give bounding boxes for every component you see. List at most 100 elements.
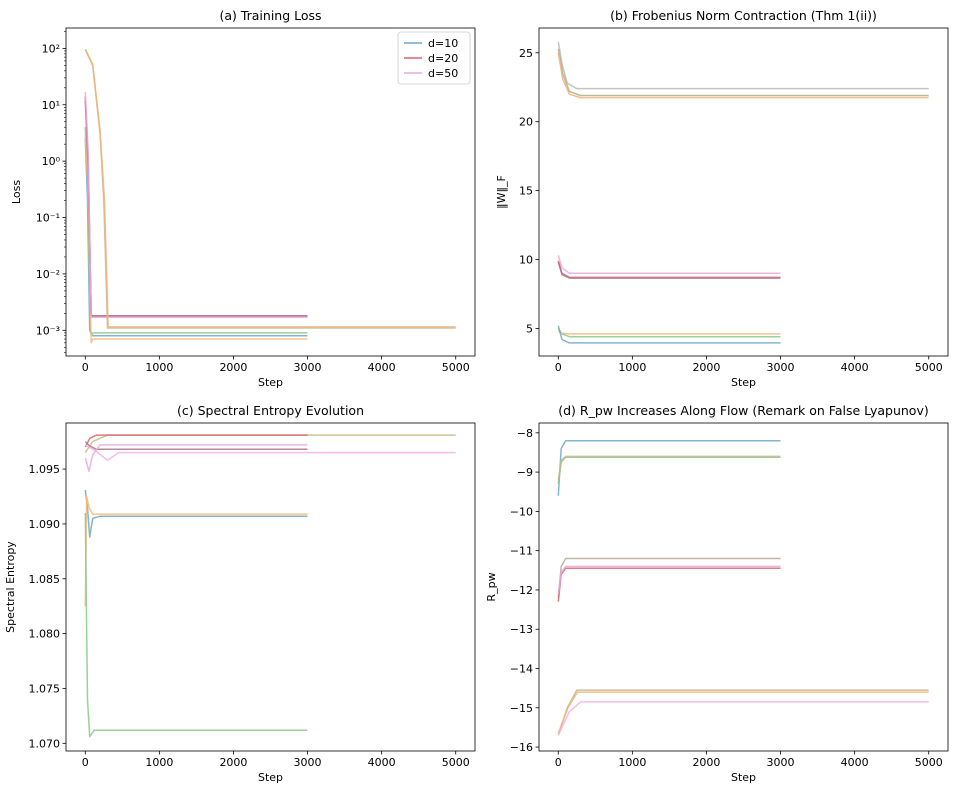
series-line-7 [557,691,929,734]
y-tick-label: −11 [510,545,533,558]
chart-title: (c) Spectral Entropy Evolution [177,403,364,418]
series-line-6 [84,444,308,473]
y-tick-label: −15 [510,702,533,715]
y-tick-label: −8 [517,427,533,440]
x-tick-label: 5000 [442,756,470,769]
series-group [557,41,929,344]
y-tick-label: 15 [519,185,533,198]
x-tick-label: 0 [82,756,89,769]
series-line-5 [557,565,781,594]
x-tick-label: 4000 [368,361,396,374]
y-tick-label: 20 [519,116,533,129]
series-group [557,439,929,736]
series-line-8 [557,701,929,736]
x-axis-label: Step [258,376,283,389]
y-tick-label: 1.085 [29,573,61,586]
y-axis-label: ‖W‖_F [495,175,508,209]
y-axis-label: Spectral Entropy [4,541,17,633]
chart-panel-c: (c) Spectral Entropy Evolution 0 1000 2000 3… [4,403,476,784]
y-tick-label: 1.095 [29,463,61,476]
x-tick-label: 4000 [841,361,869,374]
axes-frame [65,422,476,752]
series-line-3 [557,557,781,598]
chart-panel-a: (a) Training Loss 0 1000 2000 3000 4000 5000 10… [10,8,476,389]
x-tick-label: 1000 [145,756,173,769]
x-tick-label: 5000 [915,756,943,769]
y-tick-label: 25 [519,47,533,60]
series-line-1 [84,495,308,607]
series-line-6 [84,49,456,329]
x-tick-label: 1000 [618,361,646,374]
x-tick-label: 5000 [915,361,943,374]
legend-box [397,31,471,85]
x-tick-label: 0 [82,361,89,374]
y-tick-label: 10² [42,42,60,55]
series-line-1 [557,48,929,97]
series-line-4 [84,100,308,317]
series-line-5 [84,91,308,319]
series-line-4 [557,260,781,279]
y-tick-label: −9 [517,466,533,479]
x-tick-label: 2000 [692,756,720,769]
y-tick-label: 1.075 [29,682,61,695]
x-axis-label: Step [731,771,756,784]
series-line-0 [557,41,929,90]
series-line-2 [557,455,781,481]
chart-panel-b: (b) Frobenius Norm Contraction (Thm 1(ii… [495,8,949,389]
y-tick-label: −16 [510,741,533,754]
series-line-3 [557,255,781,275]
series-line-0 [557,439,781,496]
series-line-8 [557,325,781,344]
y-tick-label: 10⁰ [42,155,61,168]
y-tick-label: −12 [510,584,533,597]
y-tick-label: −14 [510,663,533,676]
series-line-7 [557,330,781,335]
x-tick-label: 4000 [368,756,396,769]
series-line-1 [557,456,781,484]
legend-label: d=20 [428,52,458,65]
series-line-0 [84,138,308,337]
series-line-3 [84,96,308,317]
x-tick-label: 4000 [841,756,869,769]
series-line-7 [84,48,456,328]
axes-frame [538,422,949,752]
x-tick-label: 2000 [219,756,247,769]
y-axis-label: Loss [10,180,23,204]
x-tick-label: 0 [555,361,562,374]
series-line-2 [84,134,308,344]
legend-label: d=50 [428,67,458,80]
x-tick-label: 3000 [294,361,322,374]
y-tick-label: 10⁻¹ [36,212,60,225]
legend-label: d=10 [428,37,458,50]
y-tick-label: 10⁻² [36,268,60,281]
x-tick-label: 3000 [294,756,322,769]
series-group [84,434,456,738]
y-tick-label: 1.080 [29,628,61,641]
series-line-7 [84,444,456,462]
x-tick-label: 0 [555,756,562,769]
x-axis-label: Step [258,771,283,784]
x-tick-label: 2000 [219,361,247,374]
x-tick-label: 5000 [442,361,470,374]
x-tick-label: 1000 [145,361,173,374]
x-tick-label: 2000 [692,361,720,374]
chart-title: (d) R_pw Increases Along Flow (Remark on… [558,403,928,418]
chart-title: (a) Training Loss [219,8,321,23]
series-line-1 [84,127,308,334]
y-tick-label: 1.070 [29,737,61,750]
y-tick-label: 5 [526,322,533,335]
y-tick-label: 10⁻³ [36,324,60,337]
y-tick-label: −13 [510,623,533,636]
series-line-4 [557,567,781,602]
y-tick-label: 10¹ [42,99,60,112]
chart-title: (b) Frobenius Norm Contraction (Thm 1(ii… [610,8,877,23]
y-axis-label: R_pw [485,572,498,601]
chart-panel-d: (d) R_pw Increases Along Flow (Remark on… [485,403,949,784]
series-line-2 [84,512,308,738]
axes-frame [65,27,476,357]
axes-frame [538,27,949,357]
series-line-2 [557,52,929,99]
series-line-5 [84,441,308,451]
y-tick-label: 10 [519,254,533,267]
